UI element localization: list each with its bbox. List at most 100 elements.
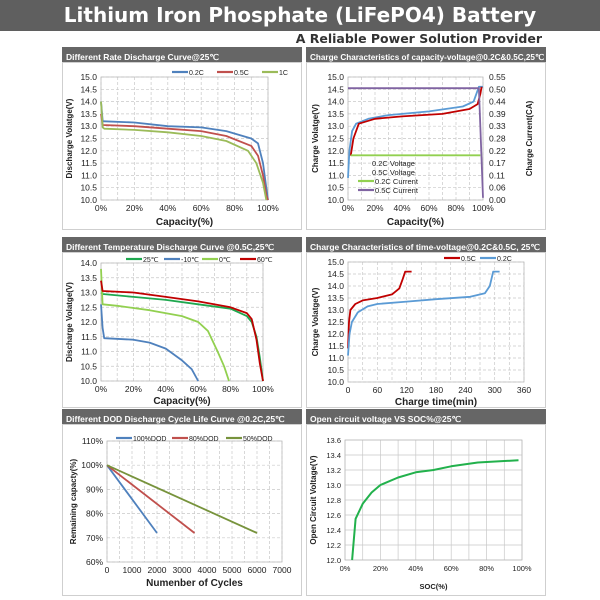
y2-tick-label: 0.28 xyxy=(489,134,506,144)
y-tick-label: 12.8 xyxy=(326,496,341,505)
y-tick-label: 12.5 xyxy=(327,317,344,327)
y2-tick-label: 0.11 xyxy=(489,170,505,180)
y-tick-label: 14.0 xyxy=(80,97,97,107)
panel-title: Charge Characteristics of capacity-volta… xyxy=(310,52,545,62)
series-line-0-5c-voltage xyxy=(349,86,483,156)
x-tick-label: 120 xyxy=(400,385,414,395)
x-tick-label: 80% xyxy=(222,384,239,394)
legend-label: 0.2C Voltage xyxy=(372,159,415,168)
x-tick-label: 40% xyxy=(157,384,174,394)
panel-title-bar: Charge Characteristics of time-voltage@0… xyxy=(306,237,546,252)
y-tick-label: 13.5 xyxy=(327,293,344,303)
y2-tick-label: 0.50 xyxy=(489,84,506,94)
plot-area xyxy=(106,440,283,563)
y2-tick-label: 0.00 xyxy=(489,195,506,205)
legend-label: 0.2C xyxy=(189,70,204,77)
panel-time-charge xyxy=(306,252,546,408)
x-tick-label: 100% xyxy=(512,564,532,573)
x-tick-label: 40% xyxy=(408,564,423,573)
panel-ocv-soc xyxy=(306,424,546,596)
series-line-80-dod xyxy=(106,464,196,534)
y2-tick-label: 0.39 xyxy=(489,109,506,119)
x-tick-label: 40% xyxy=(393,203,410,213)
y-tick-label: 10.0 xyxy=(80,195,97,205)
y-axis-label: Remaining capacty(%) xyxy=(69,458,78,544)
x-tick-label: 60% xyxy=(190,384,207,394)
x-tick-label: 0% xyxy=(342,203,355,213)
legend-label: 80%DOD xyxy=(189,436,219,443)
y-tick-label: 11.5 xyxy=(81,158,97,168)
legend-label: 0.5C Voltage xyxy=(372,168,415,177)
x-tick-label: 0% xyxy=(95,384,108,394)
x-axis-label: Capacity(%) xyxy=(387,217,444,228)
y-tick-label: 13.6 xyxy=(326,436,341,445)
x-tick-label: 0% xyxy=(95,203,108,213)
page-subtitle: A Reliable Power Solution Provider xyxy=(295,31,542,46)
series-line-50-dod xyxy=(106,464,258,534)
y-tick-label: 12.0 xyxy=(80,146,97,156)
y-tick-label: 14.0 xyxy=(80,258,97,268)
x-tick-label: 240 xyxy=(458,385,472,395)
x-tick-label: 60% xyxy=(420,203,437,213)
legend-item: 0.5C xyxy=(217,70,249,77)
y2-tick-label: 0.55 xyxy=(489,72,506,82)
plot-area xyxy=(344,439,523,561)
y-tick-label: 12.2 xyxy=(326,541,341,550)
y-tick-label: 14.5 xyxy=(327,84,344,94)
y-axis-label: Open Circuit Voltage(V) xyxy=(309,455,318,545)
series-line-0-2c xyxy=(100,101,269,201)
y-tick-label: 13.5 xyxy=(80,273,97,283)
legend-item: 50%DOD xyxy=(226,436,273,443)
y2-tick-label: 0.06 xyxy=(489,183,506,193)
legend-label: 50%DOD xyxy=(243,436,273,443)
series-line-0-2c-voltage xyxy=(347,85,483,178)
panel-cycle-life xyxy=(62,424,302,596)
series-line-100-dod xyxy=(106,464,158,534)
panel-title: Different DOD Discharge Cycle Life Curve… xyxy=(66,414,285,424)
plot-area xyxy=(347,261,525,383)
y-tick-label: 100% xyxy=(81,460,103,470)
legend-item: 0.2C xyxy=(480,256,512,263)
x-axis-label: Charge time(min) xyxy=(395,397,477,408)
legend-item: 1C xyxy=(262,70,288,77)
y-tick-label: 12.5 xyxy=(80,302,97,312)
x-tick-label: 100% xyxy=(252,384,274,394)
y-tick-label: 110% xyxy=(82,436,104,446)
y-tick-label: 12.5 xyxy=(80,134,97,144)
legend-label: 0.2C xyxy=(497,256,512,263)
y-axis-label: Discharge Volatge(V) xyxy=(65,282,74,362)
y-tick-label: 11.0 xyxy=(81,347,97,357)
y-tick-label: 13.0 xyxy=(327,121,344,131)
y-tick-label: 13.0 xyxy=(80,288,97,298)
legend-item: 0.5C Current xyxy=(358,186,419,195)
x-axis-label: Capacity(%) xyxy=(156,217,213,228)
y-tick-label: 80% xyxy=(86,509,103,519)
y-tick-label: 13.2 xyxy=(326,466,341,475)
chart-4: 0 1000 2000 3000 4000 5000 6000 7000 60% 70% 80% 90… xyxy=(69,436,292,589)
y-tick-label: 14.0 xyxy=(327,97,344,107)
legend-item: 0.2C Current xyxy=(358,177,419,186)
y-tick-label: 13.0 xyxy=(326,481,341,490)
x-tick-label: 6000 xyxy=(248,565,267,575)
y-tick-label: 15.0 xyxy=(327,72,344,82)
x-tick-label: 0% xyxy=(340,564,351,573)
series-line-0-5c-current xyxy=(348,87,484,198)
x-tick-label: 5000 xyxy=(223,565,242,575)
y-tick-label: 12.4 xyxy=(326,526,341,535)
y2-tick-label: 0.17 xyxy=(489,158,506,168)
x-axis-label: Capacity(%) xyxy=(153,396,210,407)
y-tick-label: 11.5 xyxy=(328,158,344,168)
y-tick-label: 10.0 xyxy=(80,376,97,386)
legend-item: 0.2C Voltage xyxy=(372,159,415,168)
x-tick-label: 40% xyxy=(159,203,176,213)
y-tick-label: 10.0 xyxy=(327,195,344,205)
legend-label: 100%DOD xyxy=(133,436,166,443)
legend-label: 60℃ xyxy=(257,257,273,264)
legend-item: 60℃ xyxy=(240,257,273,264)
panel-title: Charge Characteristics of time-voltage@0… xyxy=(310,242,540,252)
series-line-0-2c xyxy=(347,270,500,356)
y-tick-label: 12.0 xyxy=(327,329,344,339)
y-tick-label: 11.0 xyxy=(328,353,344,363)
x-tick-label: 3000 xyxy=(173,565,192,575)
series-line-60- xyxy=(100,280,264,382)
